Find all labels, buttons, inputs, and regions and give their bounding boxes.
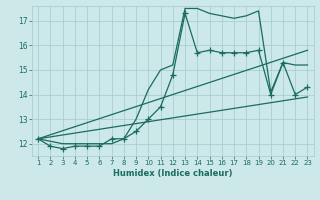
X-axis label: Humidex (Indice chaleur): Humidex (Indice chaleur) — [113, 169, 233, 178]
